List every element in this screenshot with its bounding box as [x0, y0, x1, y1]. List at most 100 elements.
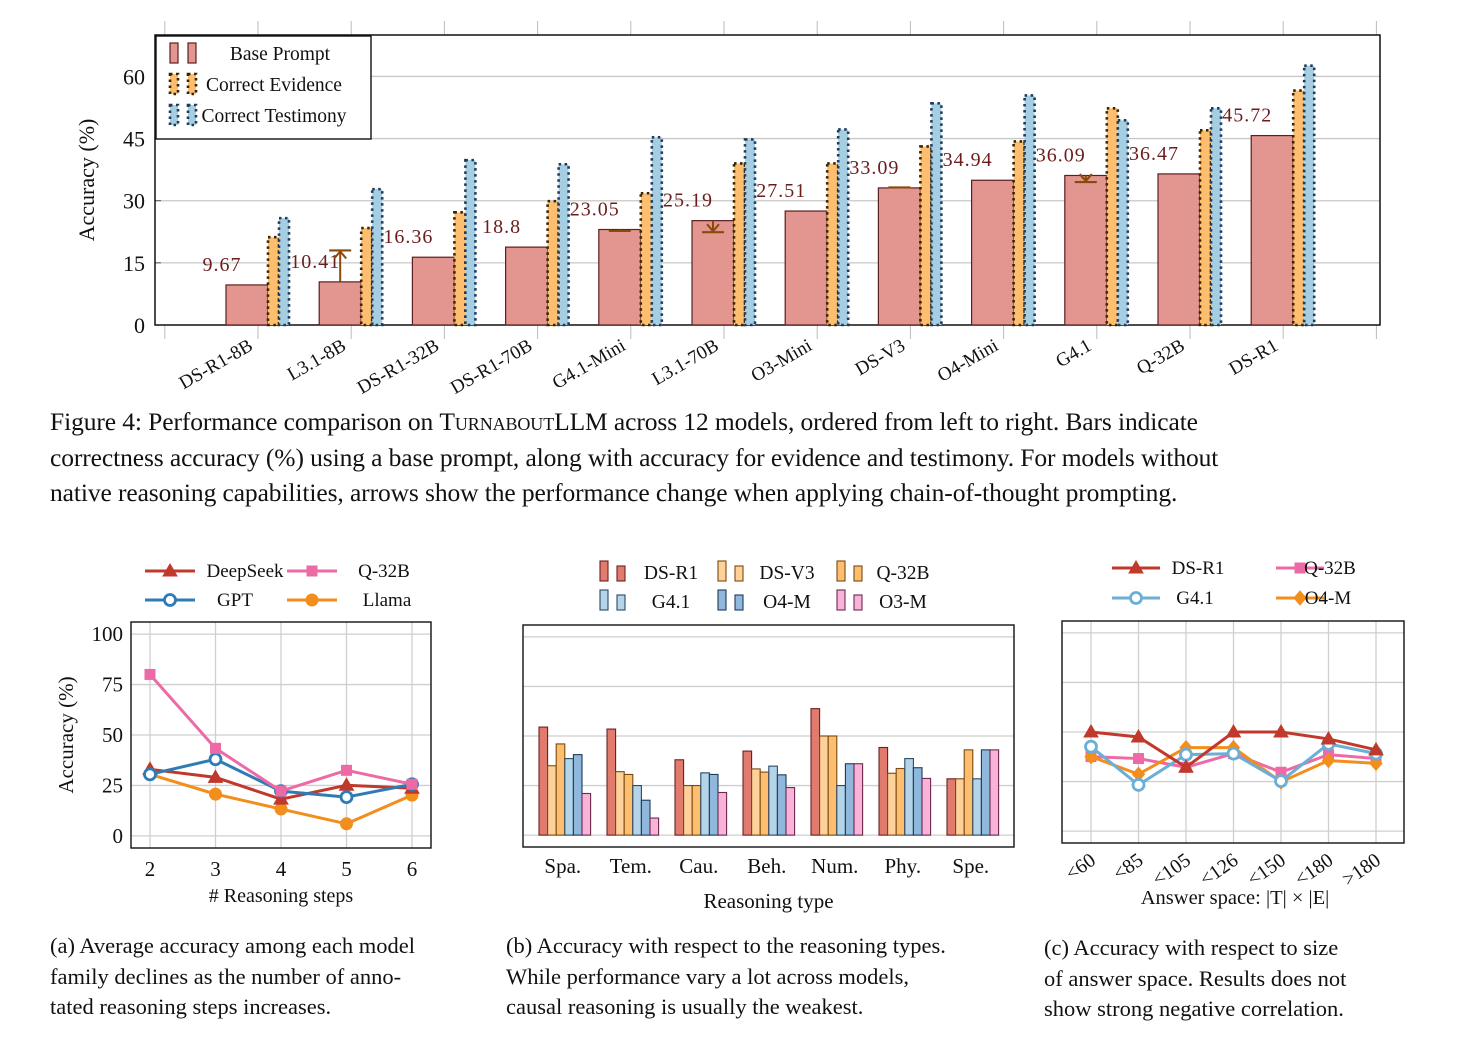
legend-label: DS-R1 — [644, 563, 698, 584]
bar-data-label: 34.94 — [943, 149, 993, 171]
marker-triangle — [338, 777, 355, 791]
caption-line-3: native reasoning capabilities, arrows sh… — [50, 478, 1178, 507]
legend-swatch — [186, 103, 198, 127]
legend-label: Correct Evidence — [206, 75, 342, 96]
bar — [572, 754, 583, 836]
bar-data-label: 10.41 — [290, 251, 340, 273]
x-tick-label: Tem. — [610, 854, 652, 878]
caption-line-2: correctness accuracy (%) using a base pr… — [50, 442, 1219, 472]
subcaption-b: (b) Accuracy with respect to the reasoni… — [506, 933, 946, 1019]
bar — [827, 735, 838, 836]
bar-base-prompt — [1157, 173, 1201, 326]
legend-label: Q-32B — [876, 563, 929, 584]
marker-circle-open — [208, 752, 223, 767]
marker-square — [210, 742, 221, 754]
marker-triangle — [1128, 560, 1144, 574]
x-axis-label: Reasoning type — [703, 889, 833, 913]
bar — [683, 785, 693, 836]
marker-triangle — [1178, 759, 1194, 773]
bar-chart-reasoning-types: Spa. Tem. Cau. Beh. Num. Phy. Spe. Reasoning ty… — [522, 560, 1015, 913]
bar-correct-evidence — [1198, 128, 1213, 327]
legend-swatch — [717, 560, 727, 582]
bar-correct-testimony — [557, 162, 570, 327]
marker-diamond — [1293, 590, 1307, 606]
bar — [615, 771, 625, 836]
bar-correct-testimony — [836, 128, 850, 327]
figure-caption: Figure 4: Performance comparison on Turn… — [50, 404, 1420, 511]
marker-diamond — [1321, 752, 1336, 769]
marker-square — [1133, 753, 1144, 765]
bar-correct-evidence — [546, 199, 560, 327]
bar-correct-testimony — [370, 187, 384, 327]
bar-base-prompt — [318, 281, 362, 326]
bar — [785, 786, 796, 836]
bar — [640, 799, 651, 836]
marker-triangle — [207, 769, 224, 783]
bar — [955, 778, 965, 836]
bar-base-prompt — [1064, 174, 1108, 326]
x-tick-label: <180 — [1291, 849, 1337, 891]
legend-label: DS-R1 — [1172, 558, 1225, 579]
plot-frame — [130, 621, 432, 849]
bar — [632, 785, 642, 836]
bar — [708, 773, 719, 836]
bar — [751, 768, 761, 836]
bar-correct-testimony — [930, 102, 943, 327]
bar — [887, 772, 897, 836]
caption-line-1: Figure 4: Performance comparison on Turn… — [50, 407, 1198, 436]
marker-circle-open — [339, 790, 354, 805]
legend-label: G4.1 — [652, 592, 690, 613]
x-tick-label: 2 — [145, 857, 156, 881]
x-axis-label: # Reasoning steps — [209, 885, 354, 907]
bar — [555, 743, 566, 836]
bar-data-label: 36.47 — [1129, 143, 1179, 165]
legend-swatch — [168, 72, 180, 96]
bar-correct-testimony — [743, 138, 757, 327]
x-tick-label: <85 — [1109, 849, 1147, 885]
legend-label: Correct Testimony — [201, 106, 346, 127]
x-tick-label: DS-V3 — [852, 335, 909, 380]
marker-circle-open — [1274, 774, 1288, 789]
bar-correct-evidence — [639, 191, 654, 327]
bar — [819, 735, 829, 836]
bar — [776, 774, 787, 836]
bar-correct-evidence — [919, 145, 933, 327]
legend-swatch — [599, 589, 609, 611]
bar-data-label: 36.09 — [1036, 144, 1086, 166]
bar — [989, 749, 1000, 836]
x-tick-label: Spe. — [952, 854, 989, 878]
bar — [674, 759, 685, 836]
y-tick-label: 75 — [102, 673, 123, 697]
line-chart-reasoning-steps: 0 25 50 75 100 2 3 4 5 6 # Reasoning steps Accuracy… — [54, 561, 432, 907]
bar-correct-evidence — [732, 162, 747, 327]
y-axis-label: Accuracy (%) — [54, 676, 78, 793]
bar — [623, 773, 634, 836]
x-tick-label: Spa. — [544, 854, 581, 878]
x-tick-label: 4 — [276, 857, 287, 881]
bar — [768, 765, 778, 836]
x-tick-label: DS-R1-70B — [447, 335, 536, 399]
bar — [836, 785, 846, 836]
bar — [606, 728, 617, 836]
marker-circle-open — [1084, 739, 1098, 754]
bar — [904, 758, 914, 836]
y-tick-label: 100 — [92, 622, 124, 646]
bar — [895, 767, 906, 836]
legend-label: DS-V3 — [759, 563, 814, 584]
x-tick-label: >180 — [1338, 849, 1384, 891]
cot-arrow-head — [333, 249, 347, 260]
cot-arrow-head — [706, 223, 720, 233]
y-tick-label: 0 — [134, 313, 145, 338]
bar-base-prompt — [598, 228, 642, 326]
marker-triangle — [1273, 724, 1289, 738]
bar — [717, 791, 728, 836]
legend-swatch — [836, 589, 846, 611]
x-tick-label: L3.1-70B — [648, 335, 722, 390]
subcaption-a: (a) Average accuracy among each model fa… — [50, 933, 415, 1019]
bar-base-prompt — [877, 187, 922, 326]
legend-label: Q-32B — [358, 561, 410, 582]
x-tick-label: DS-R1-8B — [176, 335, 257, 394]
y-tick-label: 30 — [123, 189, 145, 214]
legend-swatch — [616, 594, 626, 611]
marker-circle-open — [163, 593, 177, 607]
